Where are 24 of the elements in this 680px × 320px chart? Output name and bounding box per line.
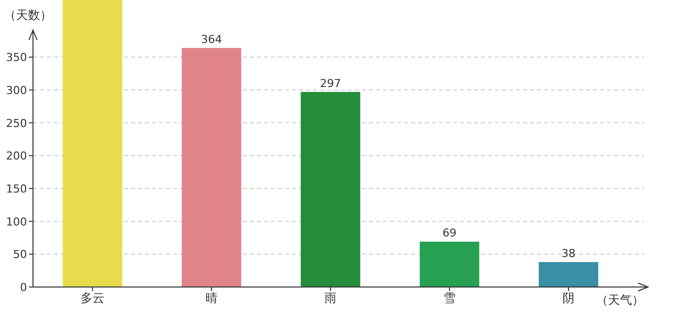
y-tick-label: 350 — [6, 51, 27, 64]
x-axis-title: （天气） — [596, 293, 644, 307]
y-axis-title: （天数） — [4, 8, 52, 22]
bar — [62, 0, 122, 287]
y-tick-label: 200 — [6, 150, 27, 163]
x-tick-label: 晴 — [206, 291, 218, 305]
data-label: 297 — [320, 76, 341, 90]
bar — [182, 48, 242, 287]
data-label: 38 — [562, 247, 576, 260]
y-tick-label: 250 — [6, 116, 27, 130]
y-tick-label: 150 — [6, 182, 27, 196]
bar — [300, 92, 360, 287]
x-tick-label: 多云 — [80, 291, 104, 305]
y-tick-label: 100 — [6, 215, 27, 228]
y-tick-label: 0 — [20, 281, 27, 294]
x-tick-label: 阴 — [562, 291, 574, 305]
data-label: 69 — [442, 226, 456, 240]
data-label: 364 — [201, 32, 222, 46]
bar — [538, 262, 598, 287]
bar — [420, 242, 480, 287]
y-tick-label: 300 — [6, 84, 27, 97]
x-tick-label: 雨 — [324, 291, 336, 305]
x-tick-label: 雪 — [444, 291, 456, 305]
y-tick-label: 50 — [13, 248, 27, 262]
